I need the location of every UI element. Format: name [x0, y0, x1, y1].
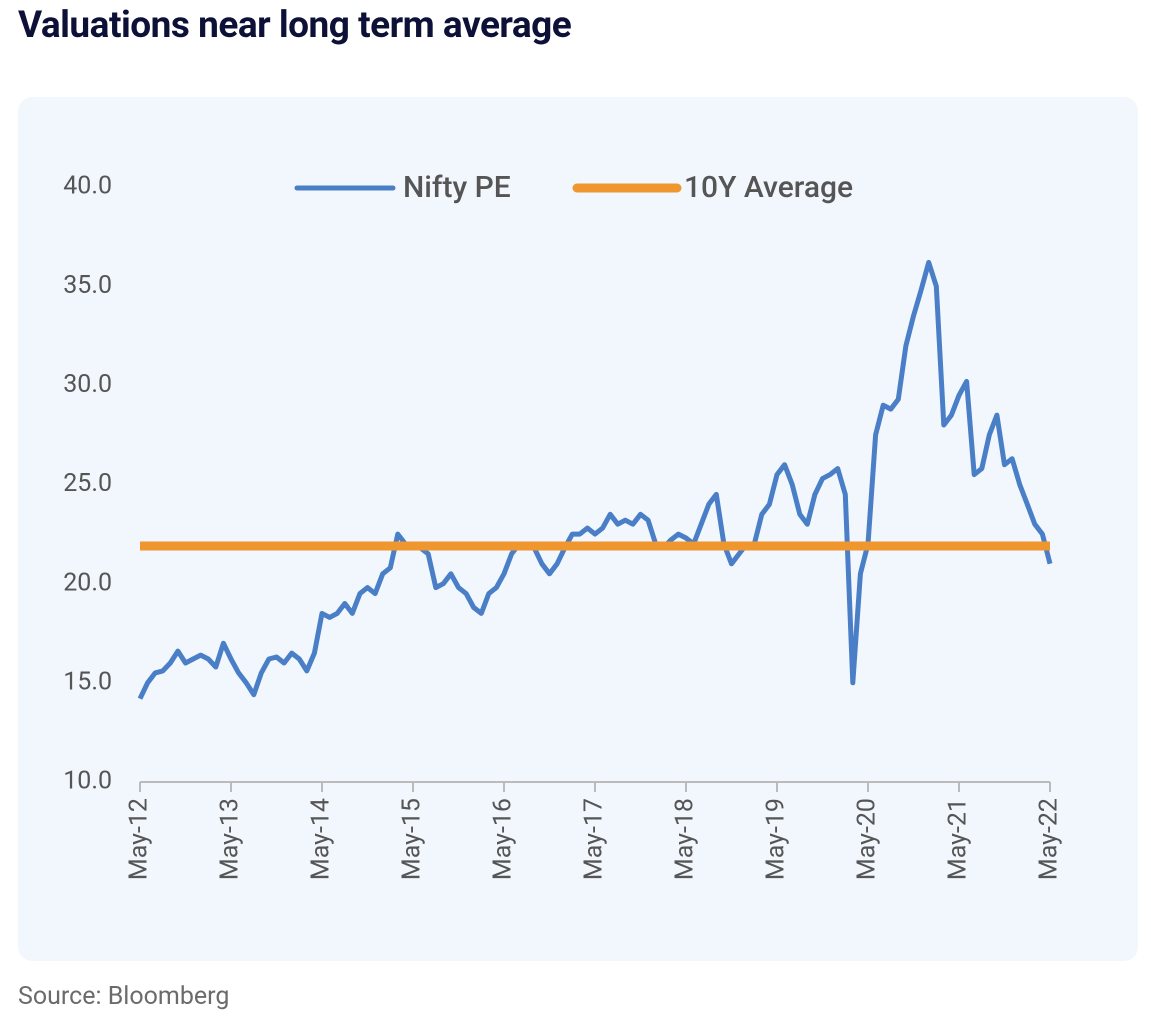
- x-tick-label: May-16: [489, 798, 518, 880]
- legend-label: 10Y Average: [684, 170, 853, 205]
- chart-panel: [18, 97, 1138, 961]
- x-tick-label: May-17: [580, 798, 609, 880]
- x-tick-label: May-21: [944, 798, 973, 880]
- x-tick-label: May-22: [1035, 798, 1064, 880]
- y-tick-label: 20.0: [63, 568, 112, 597]
- y-tick-label: 30.0: [63, 370, 112, 399]
- y-tick-label: 15.0: [63, 667, 112, 696]
- chart-title: Valuations near long term average: [18, 4, 572, 47]
- y-tick-label: 25.0: [63, 469, 112, 498]
- x-tick-label: May-13: [216, 798, 245, 880]
- x-tick-label: May-12: [125, 798, 154, 880]
- x-tick-label: May-19: [762, 798, 791, 880]
- y-tick-label: 40.0: [63, 172, 112, 201]
- x-tick-label: May-18: [671, 798, 700, 880]
- x-tick-label: May-14: [307, 798, 336, 880]
- source-note: Source: Bloomberg: [18, 982, 230, 1011]
- x-tick-label: May-20: [853, 798, 882, 880]
- data-line: [137, 259, 1053, 700]
- y-tick-label: 10.0: [63, 767, 112, 796]
- x-tick-label: May-15: [398, 798, 427, 880]
- y-tick-label: 35.0: [63, 271, 112, 300]
- legend-label: Nifty PE: [403, 170, 511, 205]
